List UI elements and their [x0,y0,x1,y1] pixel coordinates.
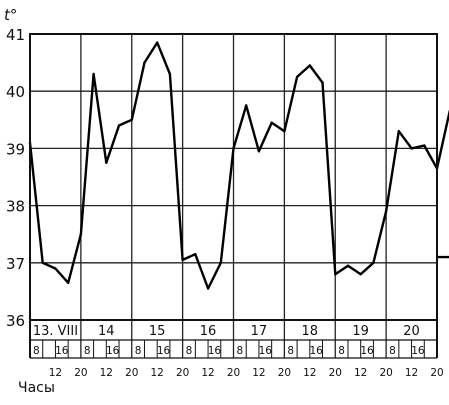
hour-label: 12 [49,367,62,379]
data-point [410,147,412,149]
y-tick-label: 36 [6,312,25,330]
hour-label: 20 [379,367,392,379]
data-point [54,267,56,269]
day-labels: 13. VIII 14 15 16 17 18 19 20 [33,324,420,339]
data-point [372,262,374,264]
hour-label: 12 [201,367,214,379]
data-point [143,61,145,63]
data-point [398,130,400,132]
day-label: 18 [302,324,319,339]
data-point [296,76,298,78]
hour-label: 12 [303,367,316,379]
data-point [245,104,247,106]
hour-label: 20 [125,367,138,379]
y-tick-label: 41 [6,26,25,44]
data-point [169,73,171,75]
hour-label: 20 [430,367,443,379]
data-point [67,282,69,284]
hour-label: 8 [389,345,396,357]
hour-label: 16 [208,345,222,357]
hour-label: 16 [157,345,171,357]
data-point [321,81,323,83]
hour-label: 16 [360,345,374,357]
hour-label: 20 [278,367,291,379]
data-point [270,121,272,123]
data-point [207,287,209,289]
data-point [232,147,234,149]
data-point [92,73,94,75]
y-tick-label: 40 [6,83,25,101]
hour-label: 20 [176,367,189,379]
day-label: 20 [403,324,420,339]
data-point [118,124,120,126]
grid [30,34,437,358]
hour-label: 12 [405,367,418,379]
data-point [131,119,133,121]
y-tick-label: 38 [6,198,25,216]
day-label: 16 [200,324,217,339]
hour-label: 20 [329,367,342,379]
data-point [42,262,44,264]
hour-label: 8 [186,345,193,357]
x-axis-label: Часы [18,380,55,396]
data-point [334,273,336,275]
data-point [385,210,387,212]
hour-label: 8 [237,345,244,357]
hour-label: 12 [151,367,164,379]
hour-label: 16 [106,345,120,357]
data-point [220,262,222,264]
y-tick-label: 37 [6,255,25,273]
hour-label: 16 [411,345,425,357]
y-axis-label: t° [4,6,17,24]
y-tick-label: 39 [6,140,25,158]
data-point [105,162,107,164]
hour-label: 12 [100,367,113,379]
data-point [309,64,311,66]
data-point [194,253,196,255]
data-point [258,150,260,152]
hour-labels: 8 12 16 20 8 12 16 20 8 12 16 20 8 12 16 20 8 12 16 20 8 12 16… [33,345,444,379]
hour-label: 8 [33,345,40,357]
data-point [80,233,82,235]
hour-label: 8 [338,345,345,357]
data-point [359,273,361,275]
hour-label: 8 [84,345,91,357]
y-tick-labels: 36 37 38 39 40 41 [6,26,25,330]
data-point [347,264,349,266]
day-label: 17 [251,324,268,339]
hour-label: 16 [259,345,273,357]
hour-label: 20 [227,367,240,379]
hour-label: 8 [135,345,142,357]
hour-label: 16 [55,345,69,357]
data-point [181,259,183,261]
day-label: 13. VIII [33,324,78,339]
data-point [283,130,285,132]
data-point [156,41,158,43]
day-label: 14 [98,324,115,339]
day-label: 15 [149,324,166,339]
data-point [423,144,425,146]
hour-label: 8 [287,345,294,357]
hour-label: 12 [252,367,265,379]
hour-label: 16 [309,345,323,357]
day-label: 19 [352,324,369,339]
hour-label: 20 [74,367,87,379]
hour-label: 12 [354,367,367,379]
